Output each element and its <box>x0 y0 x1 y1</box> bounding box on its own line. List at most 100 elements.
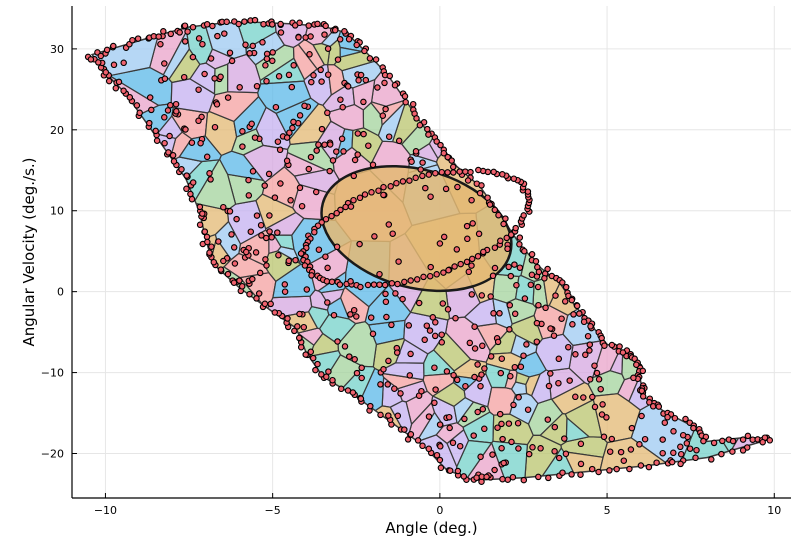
data-point <box>277 20 284 28</box>
data-point <box>358 374 365 382</box>
data-point <box>544 416 552 423</box>
data-point <box>641 435 649 443</box>
data-point <box>246 290 253 298</box>
x-tick-label: −5 <box>265 504 281 517</box>
data-point <box>584 332 592 340</box>
data-point <box>718 450 725 458</box>
voronoi-cell <box>548 51 771 316</box>
data-point <box>366 55 374 62</box>
data-point <box>496 310 503 317</box>
data-point <box>247 228 255 235</box>
data-point <box>496 410 504 418</box>
data-points <box>84 16 774 485</box>
data-point <box>686 445 694 452</box>
data-point <box>537 445 544 452</box>
data-point <box>354 151 361 158</box>
data-point <box>262 62 269 69</box>
data-point <box>463 258 471 266</box>
data-point <box>146 119 153 127</box>
data-point <box>206 170 213 177</box>
data-point <box>314 20 321 28</box>
data-point <box>268 21 276 28</box>
data-point <box>599 401 606 408</box>
data-point <box>376 281 383 288</box>
data-point <box>491 264 499 272</box>
data-point <box>436 240 444 247</box>
data-point <box>115 78 123 86</box>
data-point <box>416 121 424 129</box>
data-point <box>483 473 490 481</box>
data-point <box>322 22 329 30</box>
data-point <box>456 168 463 175</box>
data-point <box>283 134 291 141</box>
data-point <box>203 21 211 28</box>
voronoi-cell <box>562 222 713 347</box>
data-point <box>102 69 110 76</box>
data-point <box>253 295 260 302</box>
data-point <box>739 447 747 454</box>
data-point <box>120 59 127 67</box>
data-point <box>296 19 303 27</box>
data-point <box>487 353 495 360</box>
data-point <box>206 249 213 256</box>
data-point <box>419 159 426 166</box>
data-point <box>436 456 444 464</box>
data-point <box>321 141 328 148</box>
data-point <box>318 371 325 378</box>
data-point <box>572 351 579 358</box>
data-point <box>337 385 345 393</box>
data-point <box>236 277 243 284</box>
data-point <box>201 228 209 235</box>
data-point <box>478 292 486 299</box>
data-point <box>249 42 257 50</box>
data-point <box>214 32 221 40</box>
data-point <box>221 30 228 37</box>
data-point <box>350 306 358 314</box>
data-point <box>351 156 359 164</box>
data-point <box>341 28 348 35</box>
data-point <box>235 20 242 28</box>
data-point <box>471 323 478 330</box>
data-point <box>355 77 362 84</box>
data-point <box>231 260 239 267</box>
data-point <box>499 475 506 483</box>
data-point <box>545 474 552 482</box>
data-point <box>443 368 451 375</box>
data-point <box>399 178 407 185</box>
data-point <box>294 323 301 330</box>
data-point <box>283 157 291 165</box>
data-point <box>161 114 168 121</box>
data-point <box>444 169 451 176</box>
data-point <box>671 414 679 422</box>
data-point <box>383 313 390 321</box>
data-point <box>451 263 458 270</box>
data-point <box>719 437 726 445</box>
data-point <box>413 276 421 283</box>
data-point <box>475 230 483 238</box>
data-point <box>432 169 439 177</box>
data-point <box>195 117 202 125</box>
data-point <box>307 153 315 161</box>
data-point <box>521 247 528 255</box>
data-point <box>245 192 253 199</box>
data-point <box>277 29 285 36</box>
data-point <box>272 103 280 111</box>
data-point <box>291 327 298 335</box>
y-tick-label: −10 <box>41 367 64 380</box>
data-point <box>230 279 238 286</box>
data-point <box>337 96 344 103</box>
data-point <box>324 264 331 272</box>
data-point <box>308 78 315 86</box>
data-point <box>561 298 569 305</box>
data-point <box>226 49 234 57</box>
data-point <box>347 311 354 318</box>
data-point <box>263 262 270 269</box>
data-point <box>367 402 374 410</box>
data-point <box>617 448 625 456</box>
axes: −10 −5 0 5 10 −20 −10 0 10 20 30 <box>41 6 791 517</box>
data-point <box>444 153 451 161</box>
data-point <box>655 403 663 410</box>
data-point <box>401 426 408 433</box>
data-point <box>498 420 505 428</box>
data-point <box>189 53 197 61</box>
